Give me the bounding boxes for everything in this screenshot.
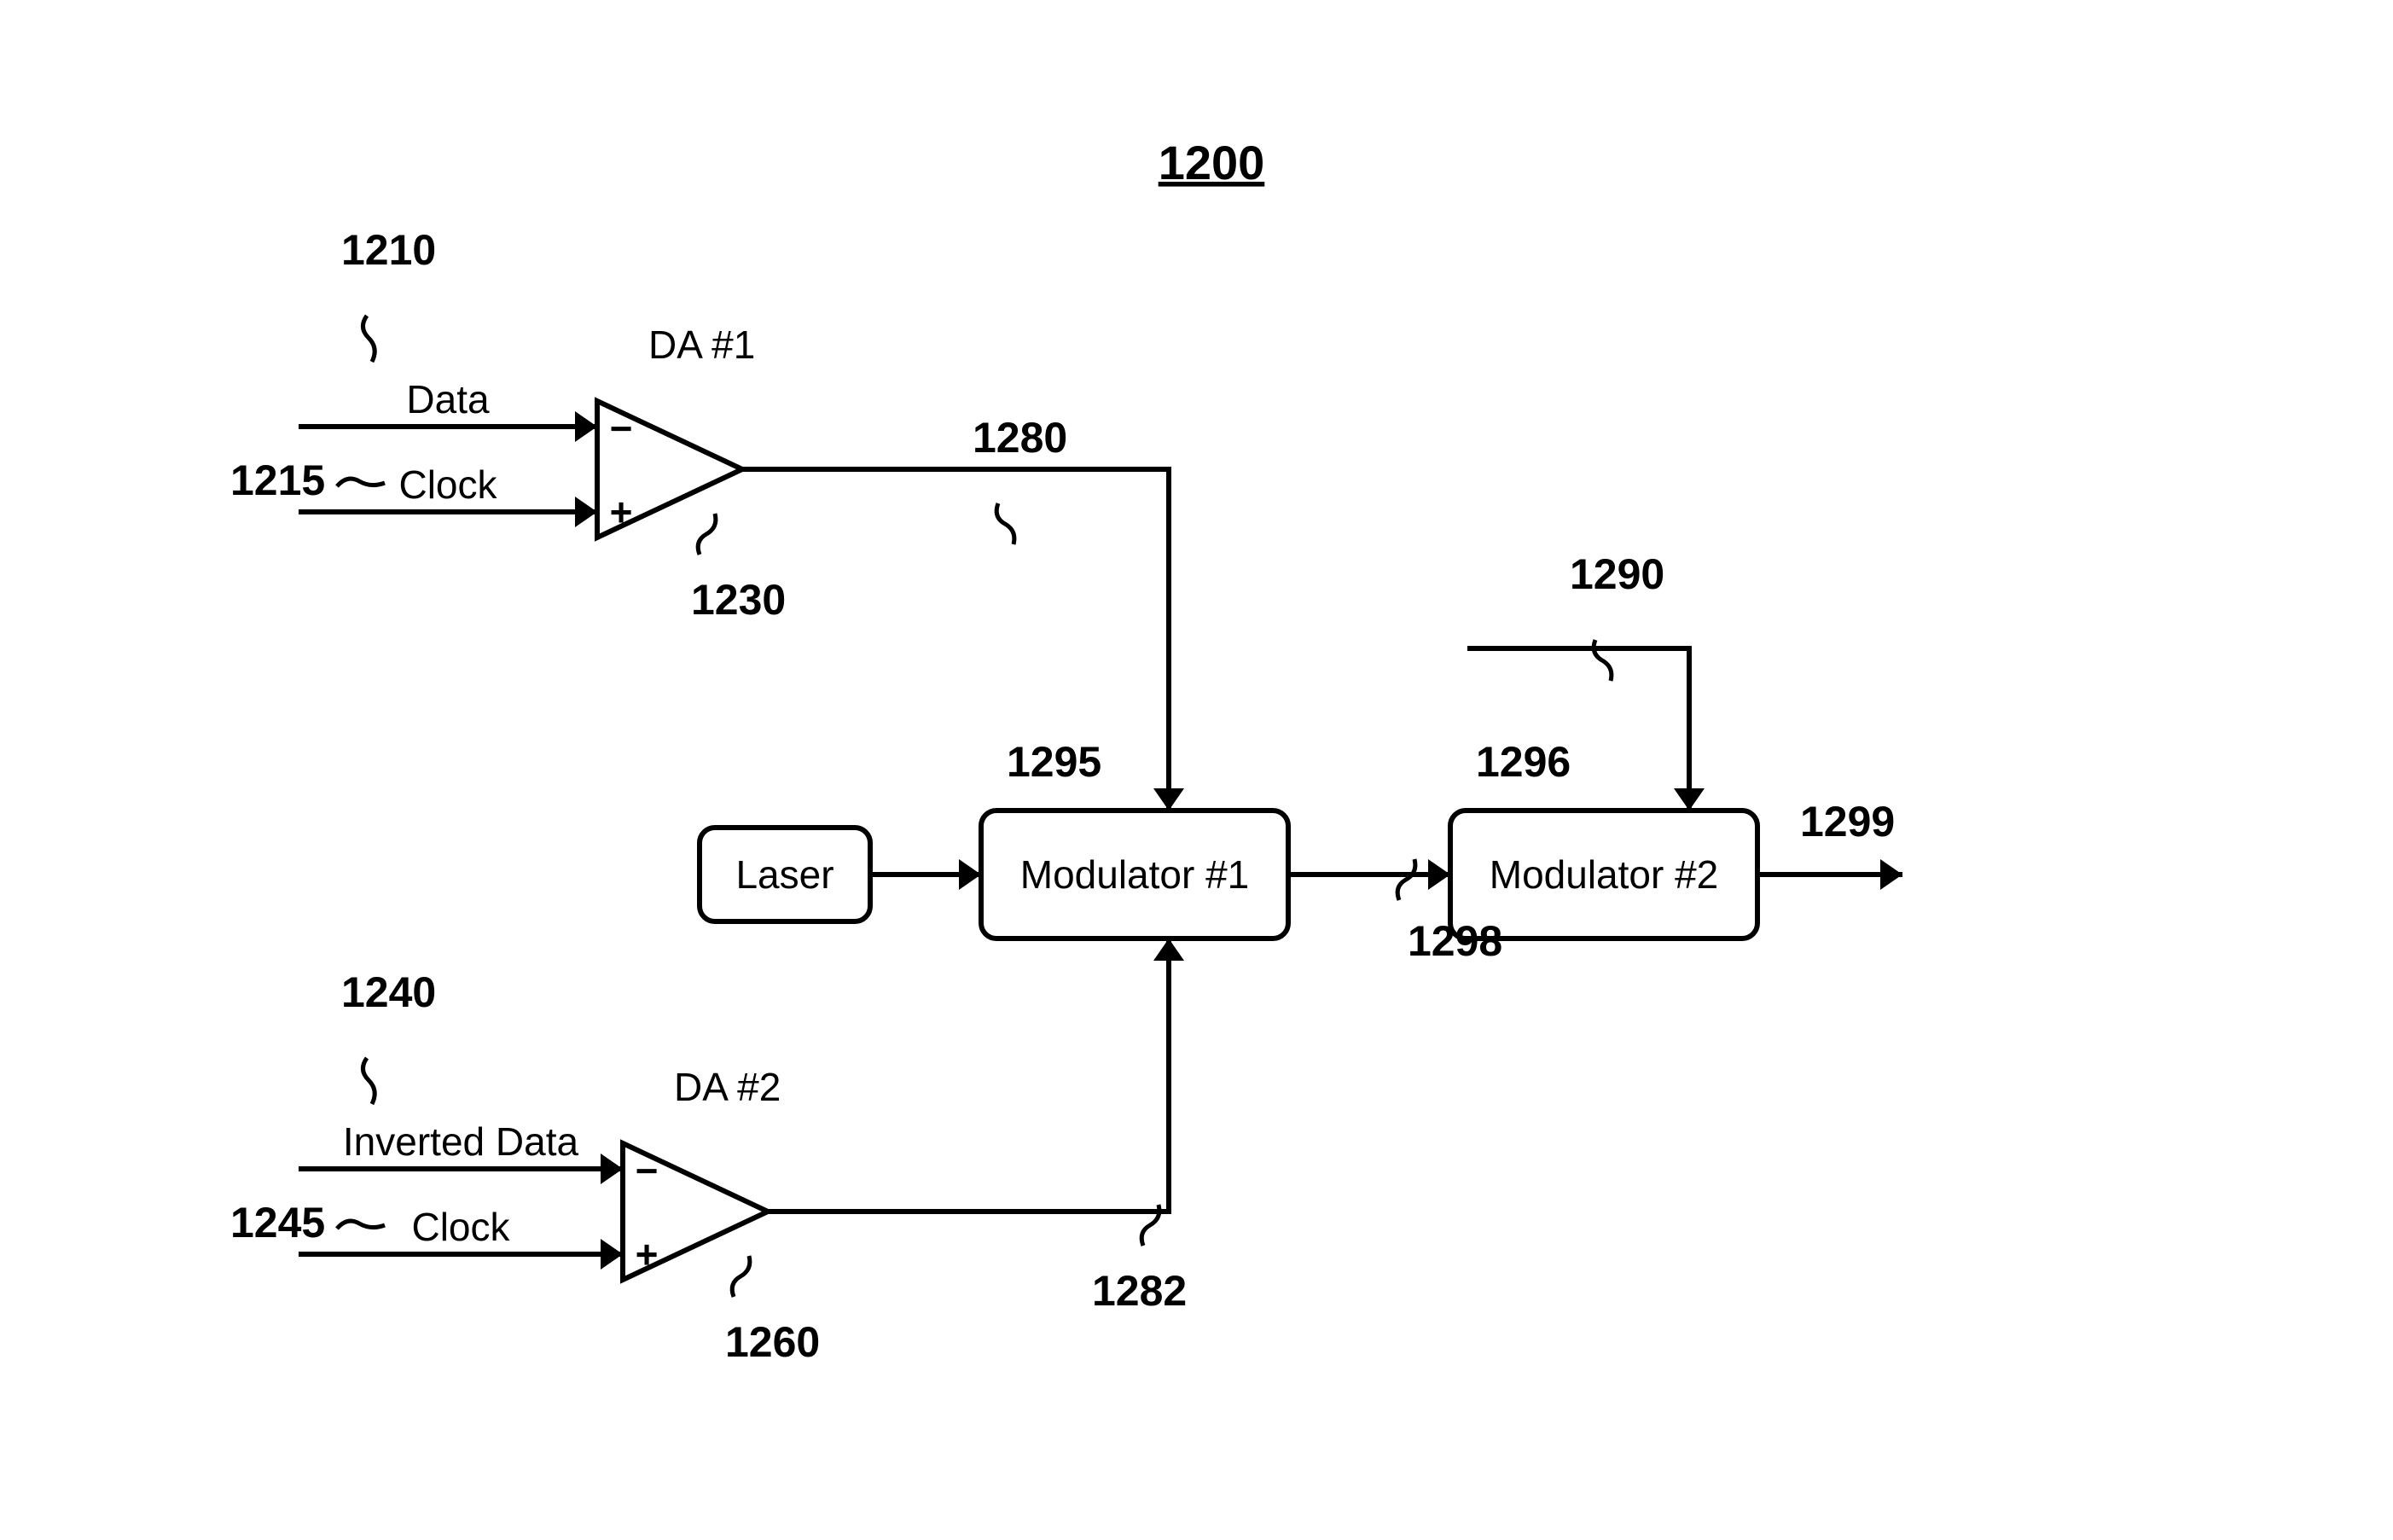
ref-1215: 1215 [230,456,325,504]
laser-box-label: Laser [735,852,833,897]
ref-1296: 1296 [1476,738,1571,786]
mod1-box-label: Modulator #1 [1020,852,1250,897]
figure-title: 1200 [1159,136,1265,189]
ref-1295: 1295 [1007,738,1101,786]
da2-amp-minus: − [636,1148,659,1193]
ref-1230: 1230 [691,576,786,624]
data-input-label: Data [406,377,490,421]
clock2-input-label: Clock [411,1205,510,1249]
ref-1298: 1298 [1408,917,1502,965]
inverted-data-input-label: Inverted Data [343,1119,579,1164]
clock-input-label: Clock [398,462,497,507]
da1-amp-label: DA #1 [648,323,755,367]
ref-1210: 1210 [341,226,436,274]
ref-1299: 1299 [1800,798,1895,846]
da1-amp-minus: − [610,406,633,450]
ref-1280: 1280 [973,414,1067,462]
ref-1245: 1245 [230,1199,325,1247]
ref-1240: 1240 [341,968,436,1016]
da2-amp-plus: + [636,1232,659,1276]
ref-1290: 1290 [1570,550,1664,598]
mod2-box-label: Modulator #2 [1490,852,1719,897]
da1-amp-plus: + [610,490,633,534]
ref-1260: 1260 [725,1318,820,1366]
da2-amp-label: DA #2 [674,1065,781,1109]
ref-1282: 1282 [1092,1267,1187,1315]
